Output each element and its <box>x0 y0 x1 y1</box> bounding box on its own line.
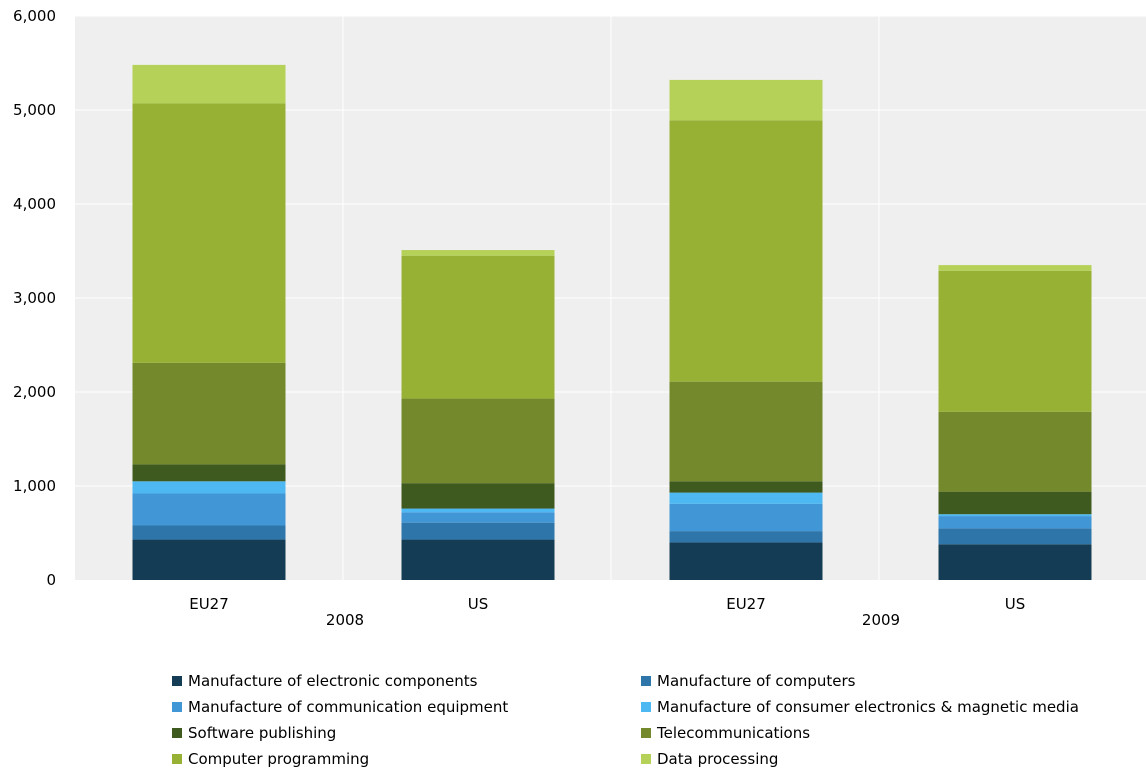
bar-segment <box>132 481 286 494</box>
bar-segment <box>669 481 823 493</box>
bar-stack <box>401 250 555 580</box>
y-tick-label: 4,000 <box>13 195 56 213</box>
legend-swatch <box>172 676 182 686</box>
bars-layer <box>132 64 1092 580</box>
bar-segment <box>938 516 1092 529</box>
legend-swatch <box>641 676 651 686</box>
legend-swatch <box>641 728 651 738</box>
bar-stack <box>938 265 1092 580</box>
legend-item: Manufacture of communication equipment <box>172 698 508 716</box>
legend-label: Manufacture of electronic components <box>188 672 478 690</box>
bar-stack <box>132 64 286 580</box>
legend-swatch <box>172 702 182 712</box>
legend-swatch <box>172 754 182 764</box>
legend-item: Computer programming <box>172 750 369 768</box>
bar-segment <box>669 381 823 482</box>
legend-item: Manufacture of electronic components <box>172 672 477 690</box>
bar-segment <box>938 491 1092 515</box>
bar-segment <box>669 503 823 532</box>
bar-segment <box>401 508 555 513</box>
bar-segment <box>669 79 823 121</box>
bar-segment <box>938 265 1092 271</box>
bar-segment <box>401 512 555 523</box>
legend-swatch <box>641 702 651 712</box>
y-tick-label: 6,000 <box>13 7 56 25</box>
legend-item: Data processing <box>641 750 778 768</box>
bar-segment <box>132 103 286 363</box>
bar-segment <box>401 255 555 399</box>
group-label: 2009 <box>862 611 900 629</box>
bar-segment <box>132 362 286 465</box>
legend-item: Manufacture of computers <box>641 672 855 690</box>
bar-segment <box>669 120 823 382</box>
x-tick-label: US <box>468 595 489 613</box>
legend-label: Manufacture of consumer electronics & ma… <box>657 698 1079 716</box>
bar-segment <box>132 464 286 482</box>
bar-segment <box>669 492 823 504</box>
bar-segment <box>938 544 1092 580</box>
bar-segment <box>401 398 555 484</box>
legend-swatch <box>172 728 182 738</box>
y-tick-label: 5,000 <box>13 101 56 119</box>
legend-label: Data processing <box>657 750 779 768</box>
bar-segment <box>669 542 823 580</box>
bar-segment <box>401 250 555 256</box>
legend-swatch <box>641 754 651 764</box>
y-tick-label: 0 <box>46 571 56 589</box>
y-axis: 0 1,000 2,000 3,000 4,000 5,000 6,000 <box>13 7 56 589</box>
bar-segment <box>132 525 286 540</box>
y-tick-label: 3,000 <box>13 289 56 307</box>
legend-label: Telecommunications <box>657 724 811 742</box>
legend-label: Software publishing <box>188 724 337 742</box>
legend-label: Computer programming <box>188 750 370 768</box>
bar-segment <box>401 539 555 580</box>
bar-segment <box>938 514 1092 517</box>
bar-segment <box>938 411 1092 492</box>
x-tick-label: EU27 <box>726 595 766 613</box>
bar-segment <box>669 531 823 543</box>
x-tick-label: EU27 <box>189 595 229 613</box>
x-tick-label: US <box>1005 595 1026 613</box>
y-tick-label: 1,000 <box>13 477 56 495</box>
bar-stack <box>669 79 823 580</box>
y-tick-label: 2,000 <box>13 383 56 401</box>
legend-item: Telecommunications <box>641 724 810 742</box>
bar-segment <box>401 522 555 540</box>
bar-segment <box>132 539 286 580</box>
bar-segment <box>401 483 555 509</box>
legend-item: Software publishing <box>172 724 336 742</box>
x-axis: EU27 US EU27 US 2008 2009 <box>189 595 1025 629</box>
legend-label: Manufacture of computers <box>657 672 856 690</box>
bar-segment <box>132 493 286 526</box>
group-label: 2008 <box>326 611 364 629</box>
bar-segment <box>938 528 1092 545</box>
bar-segment <box>132 64 286 104</box>
legend-label: Manufacture of communication equipment <box>188 698 509 716</box>
legend-item: Manufacture of consumer electronics & ma… <box>641 698 1079 716</box>
bar-segment <box>938 270 1092 412</box>
